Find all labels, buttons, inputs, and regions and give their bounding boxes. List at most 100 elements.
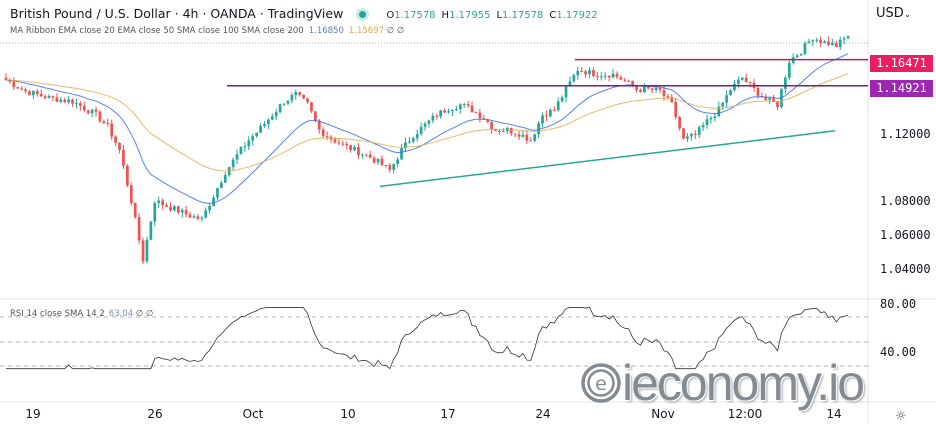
candle (466, 104, 470, 106)
time-label: 17 (440, 407, 456, 421)
candle (572, 75, 576, 82)
candle (278, 104, 282, 113)
candle (674, 102, 678, 118)
candle (525, 134, 529, 141)
price-tick: 1.08000 (880, 194, 931, 208)
candle (361, 154, 364, 156)
candle (748, 82, 752, 84)
candle (153, 203, 157, 222)
candle (176, 206, 180, 213)
candle (697, 127, 701, 135)
candle (756, 88, 760, 96)
candle (603, 75, 607, 77)
candle (838, 39, 842, 48)
candle (721, 102, 725, 107)
candle (47, 96, 51, 99)
candle (8, 80, 12, 82)
candle (388, 165, 392, 170)
candle (631, 81, 634, 87)
candle (693, 133, 697, 135)
candle (306, 98, 309, 103)
candle (662, 89, 666, 96)
candle (486, 119, 490, 123)
candle (126, 165, 129, 186)
candle (556, 101, 560, 111)
candle (243, 146, 247, 148)
candle (255, 132, 258, 137)
candle (737, 79, 740, 84)
candle (533, 134, 537, 141)
candle (807, 41, 811, 44)
candle (842, 38, 846, 40)
candle (478, 112, 482, 119)
candle (834, 42, 838, 48)
rsi-legend[interactable]: RSI 14 close SMA 14 2 63.04 ∅ ∅ (10, 309, 154, 319)
symbol-title[interactable]: British Pound / U.S. Dollar · 4h · OANDA… (10, 6, 344, 21)
time-label: Nov (651, 407, 675, 421)
candle (611, 73, 615, 78)
candle (298, 92, 302, 95)
candle (149, 221, 153, 240)
time-label: 14 (826, 407, 842, 421)
candle (349, 145, 352, 151)
time-label: 19 (25, 407, 41, 421)
candle (811, 40, 815, 42)
ma-ribbon-legend[interactable]: MA Ribbon EMA close 20 EMA close 50 SMA … (10, 26, 405, 36)
price-tick: 1.04000 (880, 262, 931, 276)
candle (462, 104, 466, 106)
candle (596, 76, 599, 78)
candle (220, 182, 223, 189)
candle (725, 95, 728, 103)
candle (94, 109, 98, 112)
rsi-tick: 40.00 (880, 345, 917, 359)
candle (98, 111, 102, 122)
ieconomy-logo-icon: e (581, 363, 621, 403)
candle (372, 157, 376, 163)
candle (208, 205, 211, 211)
candle (815, 39, 819, 41)
candle (650, 88, 654, 91)
candle (188, 214, 192, 218)
candle (392, 163, 396, 170)
candle (799, 53, 803, 56)
candle (717, 106, 721, 117)
candle (658, 87, 662, 90)
level-tag-2: 1.14921 (870, 80, 933, 97)
candle (423, 123, 427, 127)
candle (337, 142, 341, 144)
ema20-line (5, 53, 849, 204)
candle (223, 175, 227, 183)
candle (376, 158, 380, 163)
candle (560, 97, 564, 102)
candle (114, 136, 117, 143)
candle (310, 102, 313, 112)
candle (302, 94, 305, 99)
candle (380, 158, 384, 166)
candle (67, 99, 70, 102)
candle (443, 110, 446, 113)
candle (415, 133, 419, 139)
candle (705, 119, 709, 126)
candle (353, 147, 356, 151)
candle (803, 43, 807, 54)
candle (846, 36, 850, 39)
candle (784, 77, 787, 89)
candle (28, 91, 31, 96)
candle (251, 136, 255, 141)
candle (513, 133, 517, 135)
candle (541, 115, 544, 124)
candle (102, 121, 106, 124)
candle (474, 112, 478, 114)
candle (247, 140, 251, 147)
settings-gear-icon[interactable]: ☼ (895, 409, 907, 424)
candle (552, 109, 556, 111)
candle (364, 154, 368, 156)
candle (517, 134, 521, 137)
currency-selector[interactable]: USD⌄ (876, 6, 912, 21)
candle (646, 86, 650, 89)
candle (529, 140, 533, 142)
candle (537, 123, 540, 135)
candle (709, 117, 713, 120)
candle (357, 147, 360, 156)
